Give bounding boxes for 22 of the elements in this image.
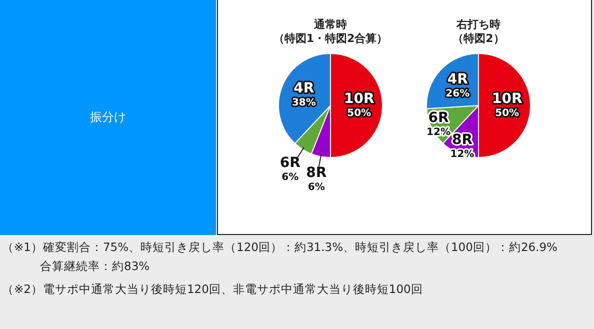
data-label: 6% xyxy=(282,172,299,183)
slice-label: 6R xyxy=(280,154,301,171)
slice-label: 10R xyxy=(344,91,374,108)
chart-subtitle: （特図2） xyxy=(452,32,506,46)
data-label: 50% xyxy=(495,108,520,120)
slice-label: 6R xyxy=(428,110,449,126)
data-label: 26% xyxy=(446,88,470,100)
slice-label: 10R xyxy=(492,91,522,108)
slice-label: 4R xyxy=(294,80,314,97)
text: （※1）確変割合：75%、時短引き戻し率（120回）：約31.3%、時短引き戻し率（100回）：約26.9% xyxy=(2,239,558,256)
data-label: 38% xyxy=(292,98,316,109)
data-label: 6% xyxy=(308,182,325,194)
chart-title: 右打ち時 xyxy=(456,18,502,32)
text: 合算継続率：約83% xyxy=(39,258,151,275)
text: （※2）電サポ中通常大当り後時短120回、非電サポ中通常大当り後時短100回 xyxy=(2,281,424,298)
slice-label: 8R xyxy=(452,132,473,148)
slice-label: 8R xyxy=(306,165,327,182)
slice-label: 4R xyxy=(447,72,468,88)
chart-subtitle: （特図1・特図2合算） xyxy=(272,32,389,46)
data-label: 50% xyxy=(347,108,372,120)
chart-title: 通常時 xyxy=(313,18,348,32)
text: 振分け xyxy=(0,0,216,235)
